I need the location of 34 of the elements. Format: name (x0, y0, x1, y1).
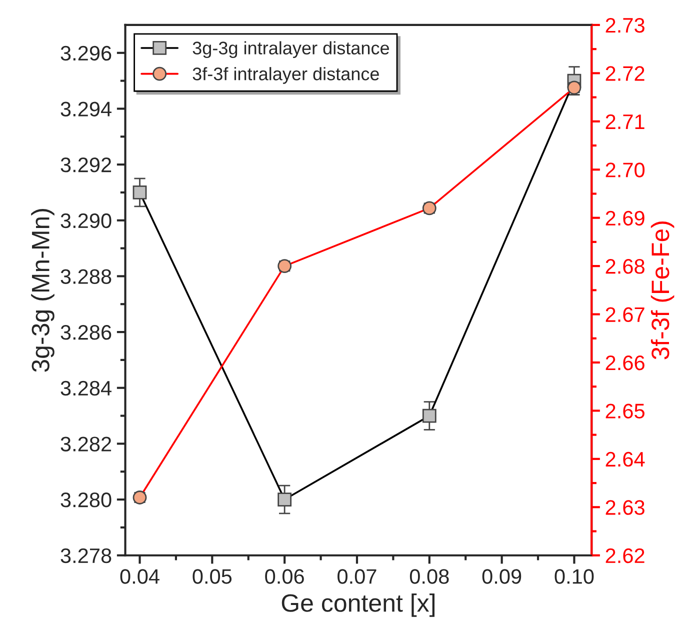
y2-tick-label: 2.72 (606, 66, 644, 81)
y-tick-label: 3.292 (60, 158, 112, 172)
legend-label: 3g-3g intralayer distance (192, 41, 390, 58)
x-tick-label: 0.10 (554, 569, 594, 584)
y2-tick-label: 2.68 (606, 259, 644, 274)
y2-tick-label: 2.67 (606, 307, 644, 322)
y2-tick-label: 2.73 (606, 18, 644, 33)
legend-label: 3f-3f intralayer distance (192, 67, 379, 84)
y-tick-label: 3.294 (60, 102, 112, 116)
y-tick-label: 3.280 (60, 492, 112, 508)
y2-tick-label: 2.62 (606, 548, 644, 564)
y-tick-label: 3.288 (60, 269, 112, 284)
y-tick-label: 3.290 (60, 213, 112, 228)
y2-axis-title: 3f-3f (Fe-Fe) (650, 222, 674, 360)
x-tick-label: 0.06 (265, 569, 304, 584)
y-tick-label: 3.282 (60, 436, 112, 452)
y2-tick-label: 2.65 (606, 404, 644, 418)
x-axis-title: Ge content [x] (282, 594, 434, 617)
y-tick-label: 3.286 (60, 325, 112, 340)
x-tick-label: 0.05 (192, 569, 232, 584)
x-tick-label: 0.04 (120, 569, 160, 584)
y2-tick-label: 2.66 (606, 355, 644, 370)
y2-tick-label: 2.63 (606, 500, 644, 515)
y-tick-label: 3.296 (60, 46, 112, 61)
x-tick-label: 0.07 (338, 569, 376, 584)
y2-tick-label: 2.69 (606, 210, 644, 226)
y-tick-label: 3.278 (60, 548, 112, 564)
y-axis-title: 3g-3g (Mn-Mn) (31, 209, 54, 372)
y2-tick-label: 2.64 (606, 452, 645, 467)
y2-tick-label: 2.71 (606, 114, 644, 129)
x-tick-label: 0.09 (482, 569, 522, 584)
y-tick-label: 3.284 (60, 380, 112, 396)
x-tick-label: 0.08 (410, 569, 449, 584)
y2-tick-label: 2.70 (606, 162, 645, 178)
